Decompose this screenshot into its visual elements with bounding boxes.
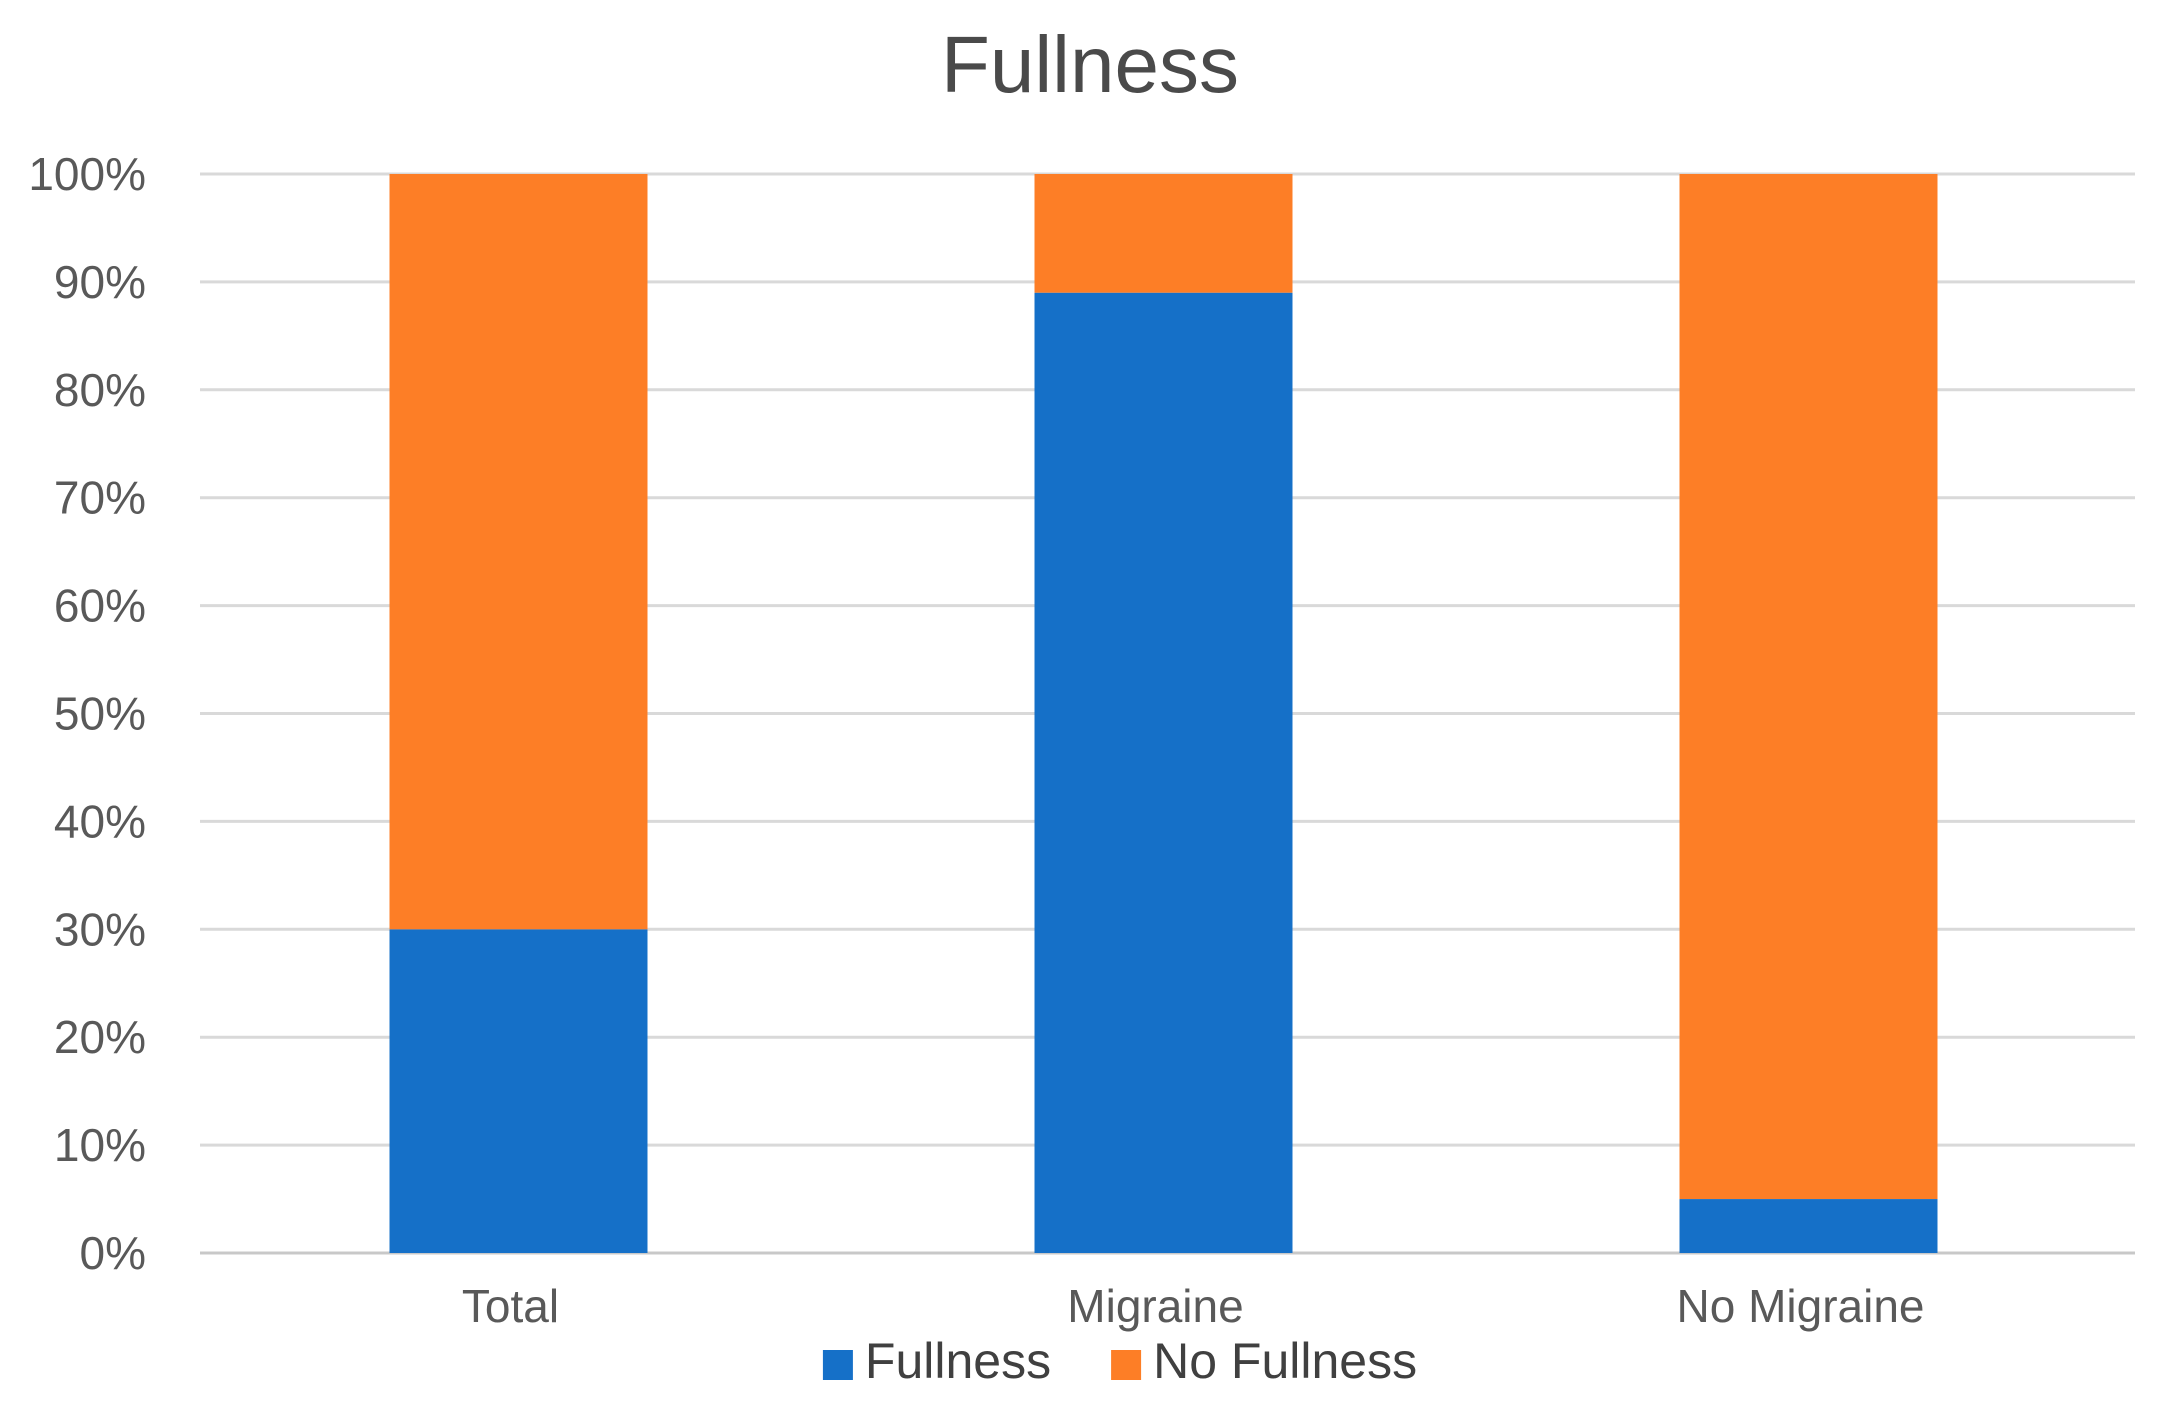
y-tick-label: 100% xyxy=(28,148,146,200)
x-category-label: Total xyxy=(462,1280,559,1332)
x-category-label: No Migraine xyxy=(1677,1280,1925,1332)
bar-no-fullness-total xyxy=(389,174,648,930)
y-axis-ticks: 0% 10% 20% 30% 40% 50% 60% 70% 80% 90% 100% xyxy=(28,148,146,1279)
y-tick-label: 90% xyxy=(54,256,146,308)
legend-swatch xyxy=(1111,1350,1142,1380)
legend: Fullness No Fullness xyxy=(822,1333,1417,1389)
chart-title: Fullness xyxy=(941,20,1239,109)
bar-fullness-migraine xyxy=(1034,292,1293,1253)
legend-label: Fullness xyxy=(865,1333,1051,1389)
y-tick-label: 30% xyxy=(54,903,146,955)
legend-label: No Fullness xyxy=(1153,1333,1417,1389)
y-tick-label: 80% xyxy=(54,364,146,416)
y-tick-label: 70% xyxy=(54,472,146,524)
legend-item-no-fullness: No Fullness xyxy=(1111,1333,1417,1389)
x-category-label: Migraine xyxy=(1067,1280,1243,1332)
legend-swatch xyxy=(822,1350,853,1380)
y-tick-label: 60% xyxy=(54,580,146,632)
y-tick-label: 50% xyxy=(54,688,146,740)
y-tick-label: 20% xyxy=(54,1011,146,1063)
y-tick-label: 10% xyxy=(54,1119,146,1171)
y-tick-label: 0% xyxy=(80,1227,146,1279)
bar-no-fullness-migraine xyxy=(1034,174,1293,293)
bar-fullness-total xyxy=(389,929,648,1253)
bar-no-fullness-no-migraine xyxy=(1679,174,1938,1200)
bars xyxy=(389,174,1938,1253)
legend-item-fullness: Fullness xyxy=(822,1333,1051,1389)
bar-fullness-no-migraine xyxy=(1679,1199,1938,1253)
x-axis-categories: Total Migraine No Migraine xyxy=(462,1280,1925,1332)
y-tick-label: 40% xyxy=(54,795,146,847)
